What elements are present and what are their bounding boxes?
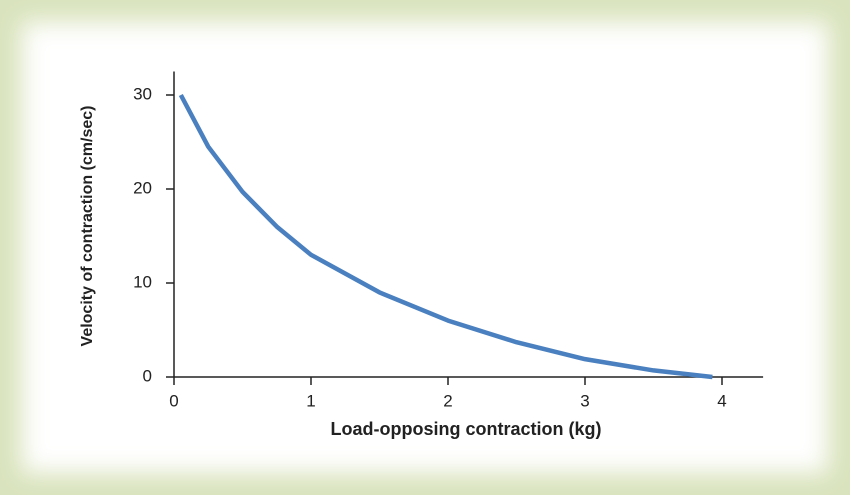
line-series [178,93,713,380]
y-tick-label: 30 [133,84,152,103]
x-tick-label: 4 [717,391,726,410]
y-tick-label: 10 [133,272,152,291]
y-axis-label: Velocity of contraction (cm/sec) [79,106,96,347]
panel [22,22,828,473]
y-tick-label: 0 [143,366,152,385]
x-tick-label: 3 [580,391,589,410]
x-tick-label: 2 [443,391,452,410]
y-tick-label: 20 [133,178,152,197]
x-axis-label: Load-opposing contraction (kg) [331,419,602,439]
x-tick-label: 0 [169,391,178,410]
x-tick-label: 1 [306,391,315,410]
